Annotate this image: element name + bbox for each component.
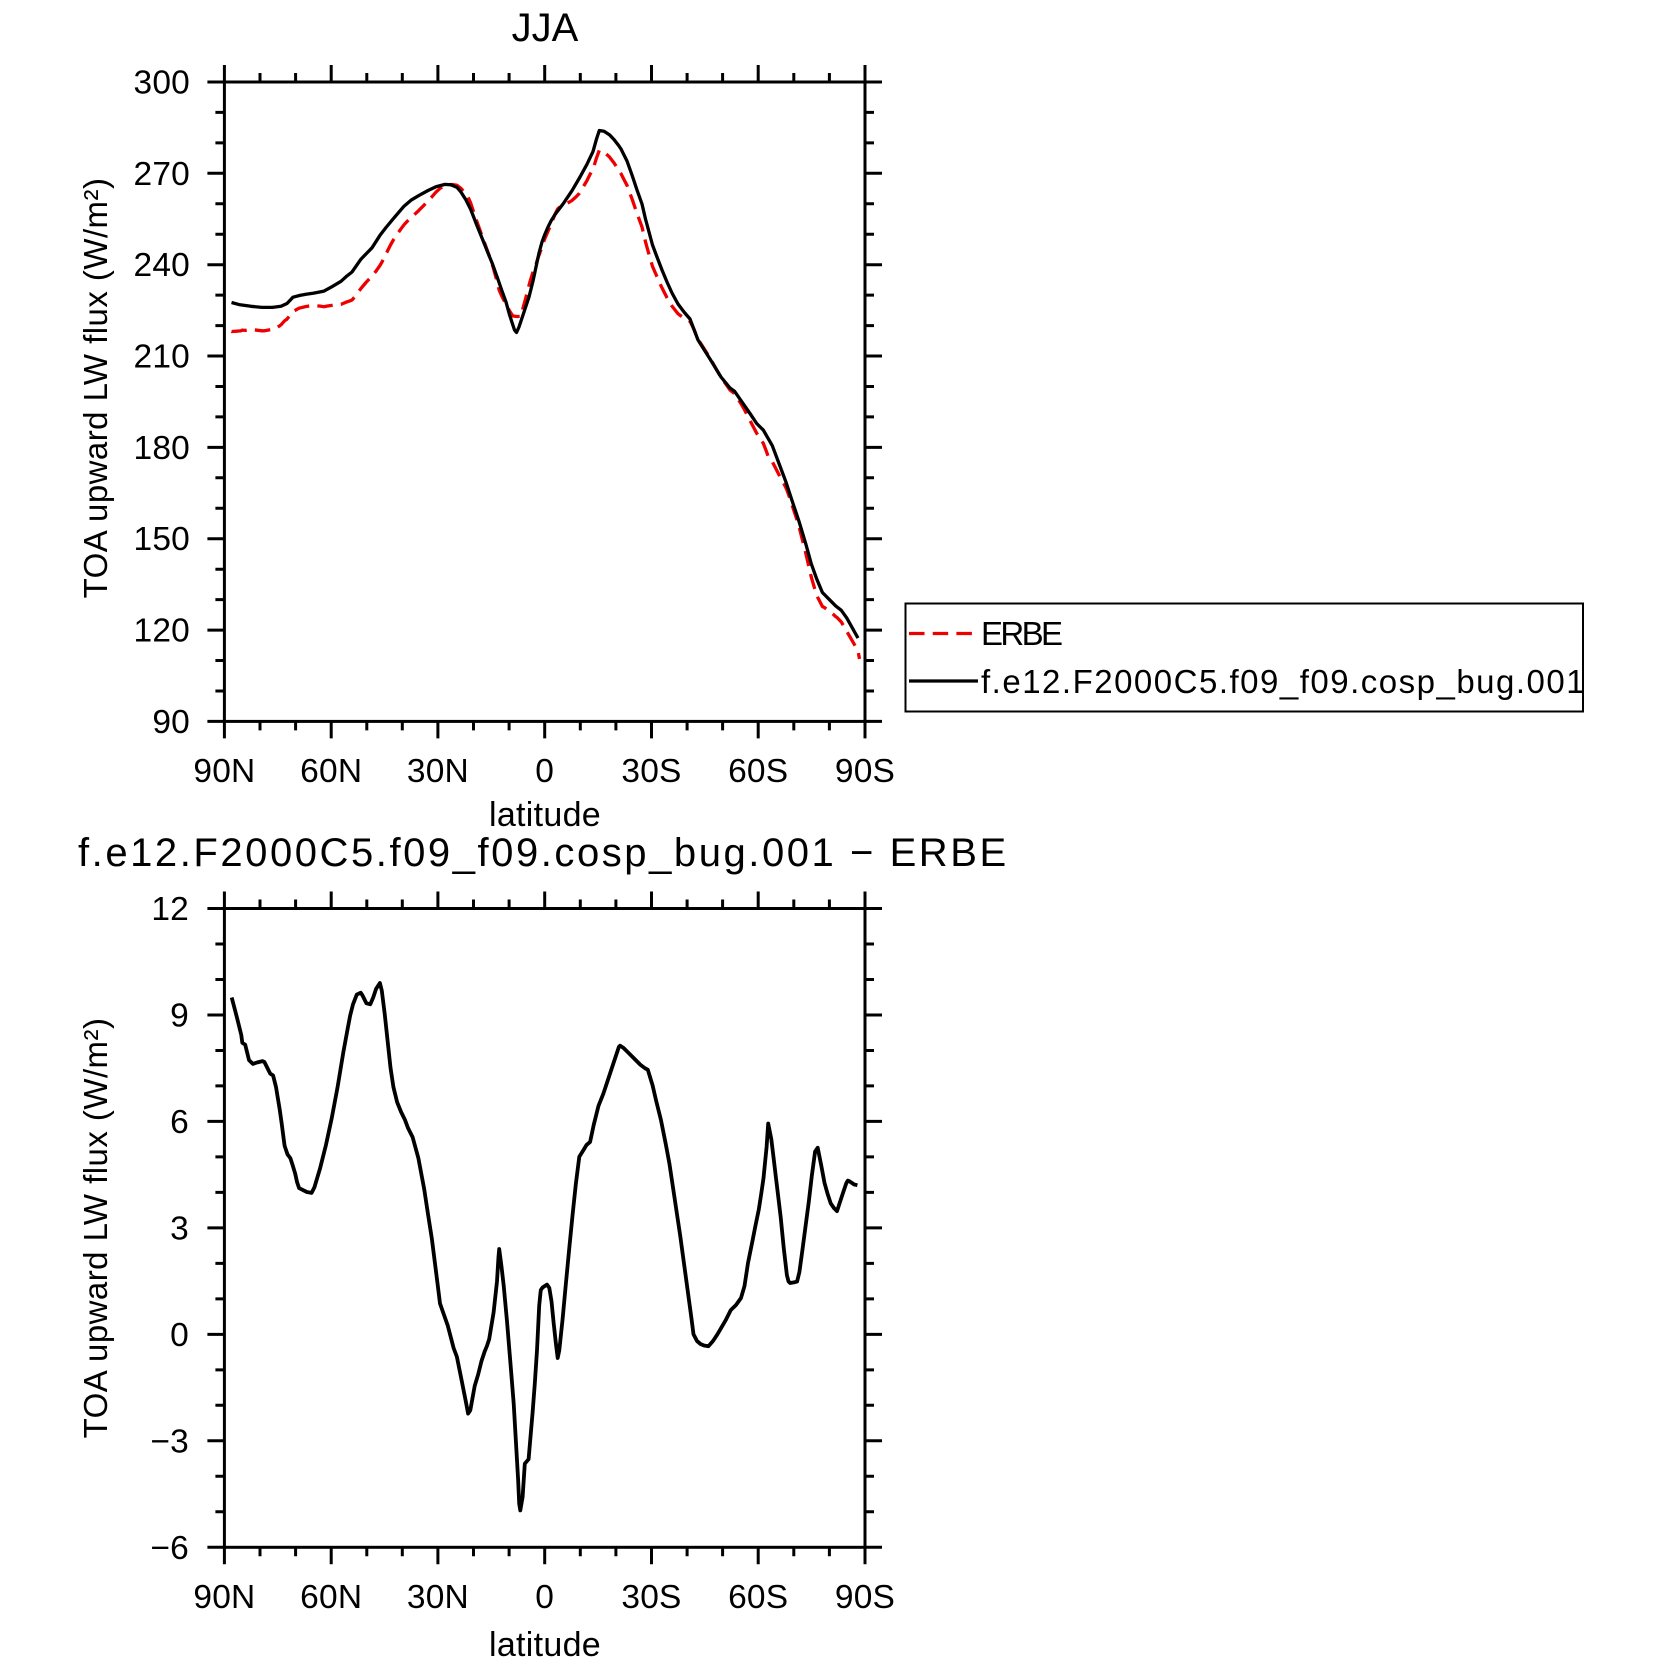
svg-text:120: 120: [134, 613, 191, 650]
svg-text:210: 210: [134, 339, 191, 376]
svg-text:latitude: latitude: [489, 1626, 601, 1663]
svg-text:180: 180: [134, 430, 191, 467]
svg-text:60N: 60N: [300, 1579, 362, 1616]
svg-text:−6: −6: [150, 1530, 189, 1567]
svg-text:3: 3: [170, 1210, 189, 1247]
svg-text:90N: 90N: [193, 753, 255, 790]
svg-text:TOA upward LW flux (W/m²): TOA upward LW flux (W/m²): [77, 1018, 114, 1439]
svg-text:300: 300: [134, 65, 191, 102]
svg-text:90: 90: [152, 704, 190, 741]
svg-text:ERBE: ERBE: [981, 615, 1062, 652]
svg-text:6: 6: [170, 1104, 189, 1141]
svg-text:TOA upward LW flux (W/m²): TOA upward LW flux (W/m²): [77, 178, 114, 599]
svg-text:latitude: latitude: [489, 796, 601, 834]
svg-text:90N: 90N: [193, 1579, 255, 1616]
svg-text:90S: 90S: [835, 753, 895, 790]
svg-text:JJA: JJA: [512, 6, 579, 50]
svg-text:−3: −3: [150, 1423, 189, 1460]
svg-text:0: 0: [535, 1579, 554, 1616]
svg-text:90S: 90S: [835, 1579, 895, 1616]
svg-text:240: 240: [134, 247, 191, 284]
svg-text:30N: 30N: [407, 1579, 469, 1616]
svg-text:60S: 60S: [728, 1579, 788, 1616]
svg-text:f.e12.F2000C5.f09_f09.cosp_bug: f.e12.F2000C5.f09_f09.cosp_bug.001: [981, 663, 1586, 700]
svg-text:60N: 60N: [300, 753, 362, 790]
svg-text:0: 0: [170, 1317, 189, 1354]
svg-text:f.e12.F2000C5.f09_f09.cosp_bug: f.e12.F2000C5.f09_f09.cosp_bug.001 − ERB…: [78, 831, 1009, 875]
svg-text:150: 150: [134, 521, 191, 558]
svg-text:12: 12: [151, 891, 189, 928]
svg-text:0: 0: [535, 753, 554, 790]
svg-text:270: 270: [134, 156, 191, 193]
svg-text:30N: 30N: [407, 753, 469, 790]
svg-text:30S: 30S: [621, 753, 681, 790]
svg-text:9: 9: [170, 998, 189, 1035]
svg-text:30S: 30S: [621, 1579, 681, 1616]
svg-text:60S: 60S: [728, 753, 788, 790]
